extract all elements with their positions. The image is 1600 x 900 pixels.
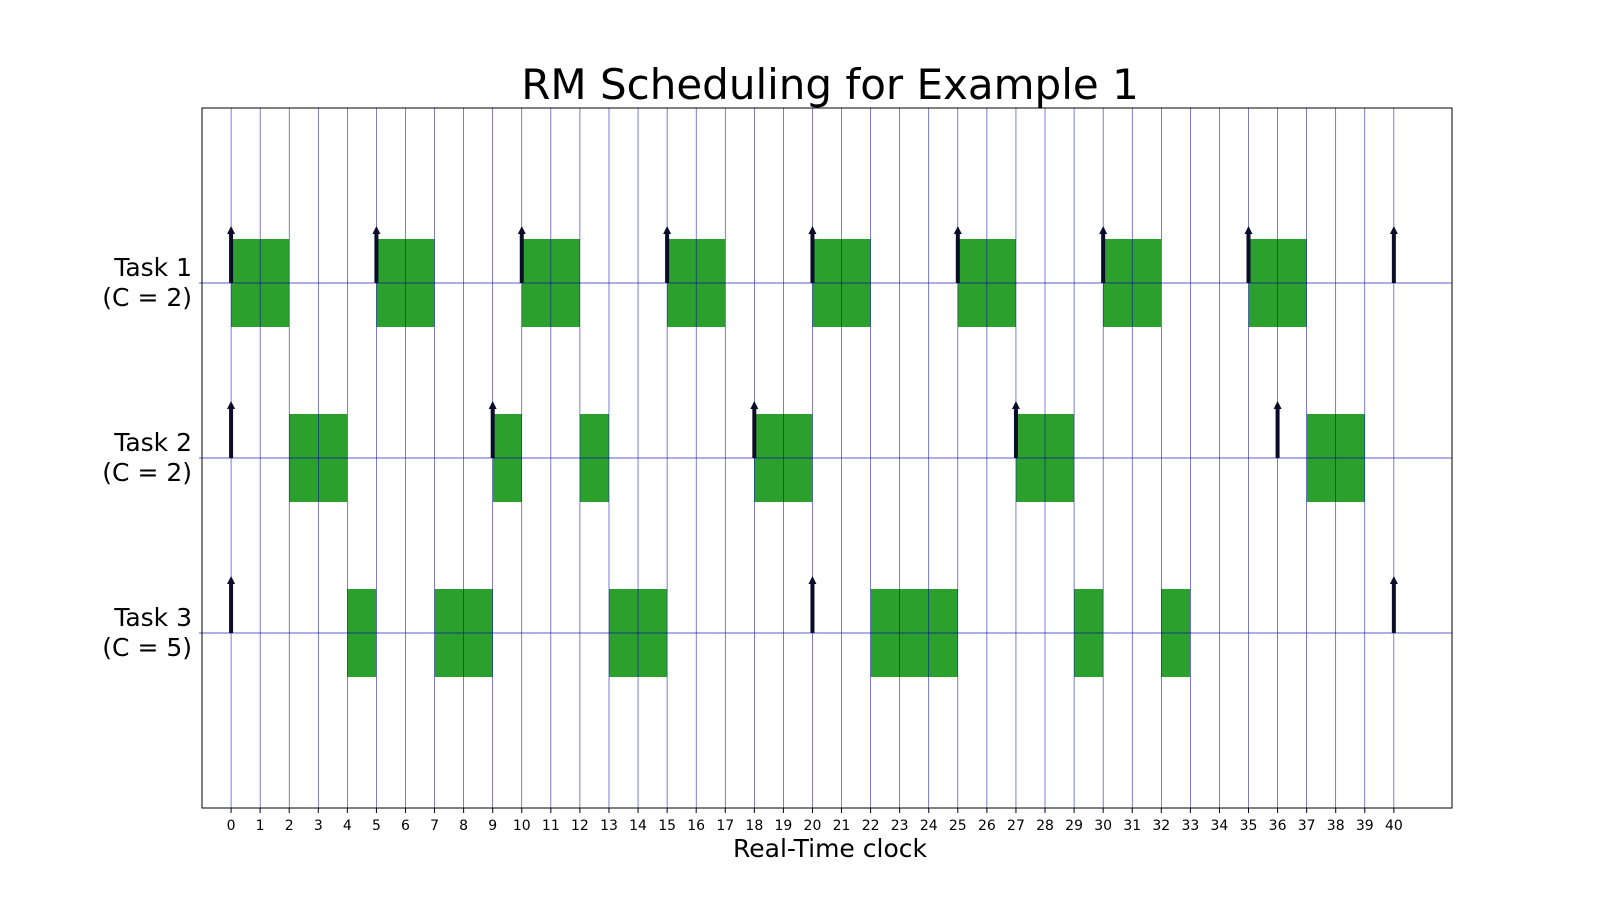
release-arrow-head (663, 226, 672, 234)
x-tick-label: 22 (862, 818, 880, 834)
x-tick-label: 20 (804, 818, 822, 834)
release-arrow-head (1273, 401, 1282, 409)
task-name: Task 2 (114, 428, 192, 457)
x-tick-label: 26 (978, 818, 996, 834)
chart-title: RM Scheduling for Example 1 (521, 60, 1139, 109)
task-name: Task 3 (114, 603, 192, 632)
x-tick-label: 29 (1065, 818, 1083, 834)
x-tick-label: 33 (1181, 818, 1199, 834)
task-label: Task 2 (C = 2) (102, 428, 192, 488)
x-tick-label: 34 (1211, 818, 1229, 834)
release-arrow-head (1244, 226, 1253, 234)
x-tick-label: 16 (687, 818, 705, 834)
x-tick-label: 31 (1123, 818, 1141, 834)
release-arrow-head (517, 226, 526, 234)
x-tick-label: 7 (430, 818, 439, 834)
x-tick-label: 19 (774, 818, 792, 834)
task-cost: (C = 5) (102, 633, 192, 662)
x-tick-label: 17 (716, 818, 734, 834)
x-tick-label: 1 (256, 818, 265, 834)
x-tick-label: 30 (1094, 818, 1112, 834)
x-tick-label: 39 (1356, 818, 1374, 834)
release-arrow-head (372, 226, 381, 234)
release-arrow-head (227, 401, 236, 409)
release-arrow-head (953, 226, 962, 234)
x-tick-label: 14 (629, 818, 647, 834)
plot-frame (201, 107, 1453, 809)
x-tick-label: 12 (571, 818, 589, 834)
x-tick-label: 37 (1298, 818, 1316, 834)
x-tick-label: 3 (314, 818, 323, 834)
x-tick-label: 11 (542, 818, 560, 834)
release-arrow-head (1011, 401, 1020, 409)
task-label: Task 1 (C = 2) (102, 253, 192, 313)
release-arrow-head (750, 401, 759, 409)
x-tick-label: 4 (343, 818, 352, 834)
x-tick-label: 6 (401, 818, 410, 834)
release-arrow-head (1389, 226, 1398, 234)
x-tick-label: 2 (285, 818, 294, 834)
x-tick-label: 9 (488, 818, 497, 834)
release-arrow-head (227, 226, 236, 234)
x-tick-label: 5 (372, 818, 381, 834)
x-tick-label: 24 (920, 818, 938, 834)
x-tick-label: 0 (227, 818, 236, 834)
x-tick-label: 8 (459, 818, 468, 834)
release-arrow-head (808, 226, 817, 234)
x-tick-label: 32 (1152, 818, 1170, 834)
x-tick-label: 28 (1036, 818, 1054, 834)
x-axis-label: Real-Time clock (733, 834, 927, 863)
x-tick-label: 25 (949, 818, 967, 834)
task-cost: (C = 2) (102, 283, 192, 312)
x-tick-label: 35 (1240, 818, 1258, 834)
release-arrow-head (1099, 226, 1108, 234)
release-arrow-head (1389, 576, 1398, 584)
x-tick-label: 10 (513, 818, 531, 834)
task-label: Task 3 (C = 5) (102, 603, 192, 663)
x-tick-label: 13 (600, 818, 618, 834)
x-tick-label: 40 (1385, 818, 1403, 834)
release-arrow-head (808, 576, 817, 584)
x-tick-label: 36 (1269, 818, 1287, 834)
x-tick-label: 27 (1007, 818, 1025, 834)
release-arrow-head (488, 401, 497, 409)
x-tick-label: 15 (658, 818, 676, 834)
x-tick-label: 23 (891, 818, 909, 834)
release-arrow-head (227, 576, 236, 584)
task-name: Task 1 (114, 253, 192, 282)
x-tick-label: 38 (1327, 818, 1345, 834)
task-cost: (C = 2) (102, 458, 192, 487)
x-tick-label: 18 (745, 818, 763, 834)
x-tick-label: 21 (833, 818, 851, 834)
